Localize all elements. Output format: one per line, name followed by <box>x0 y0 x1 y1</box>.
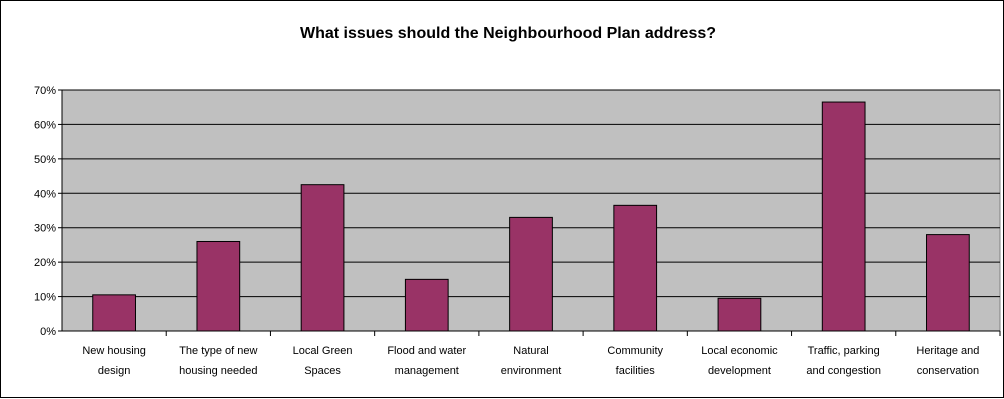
x-tick-label: Flood and water <box>387 345 466 357</box>
x-tick-label: Spaces <box>304 365 341 377</box>
x-tick-label: management <box>395 365 459 377</box>
x-tick-label: environment <box>501 365 562 377</box>
x-tick-label: design <box>98 365 130 377</box>
y-tick-label: 40% <box>34 188 56 200</box>
bar <box>613 204 658 332</box>
plot-area: 0% 10% 20% 30% 40% 50% 60% 70% New housing design… <box>34 85 1001 377</box>
x-tick-label: Local Green <box>293 345 353 357</box>
x-tick-label: housing needed <box>179 365 257 377</box>
bar <box>404 278 449 332</box>
y-tick-label: 60% <box>34 119 56 131</box>
bar <box>926 234 970 332</box>
x-tick-label: The type of new <box>179 345 257 357</box>
y-tick-label: 70% <box>34 85 56 97</box>
y-tick-label: 0% <box>40 326 56 338</box>
x-tick-label: Community <box>607 345 663 357</box>
y-tick-label: 30% <box>34 223 56 235</box>
y-tick-label: 50% <box>34 154 56 166</box>
x-tick-label: conservation <box>917 365 979 377</box>
x-tick-label: and congestion <box>806 365 881 377</box>
x-tick-label: Heritage and <box>916 345 979 357</box>
bar <box>300 184 345 332</box>
x-tick-label: Traffic, parking <box>808 345 880 357</box>
x-tick-label: development <box>708 365 771 377</box>
y-tick-label: 20% <box>34 257 56 269</box>
x-tick-label: facilities <box>616 365 656 377</box>
x-tick-label: Local economic <box>701 345 778 357</box>
bar <box>821 101 866 332</box>
bar <box>92 294 136 332</box>
x-tick-label: Natural <box>513 345 548 357</box>
bar <box>196 240 241 332</box>
bar <box>717 297 762 332</box>
y-tick-label: 10% <box>34 292 56 304</box>
bar <box>509 216 553 332</box>
chart-title: What issues should the Neighbourhood Pla… <box>300 25 716 42</box>
x-tick-label: New housing <box>82 345 146 357</box>
